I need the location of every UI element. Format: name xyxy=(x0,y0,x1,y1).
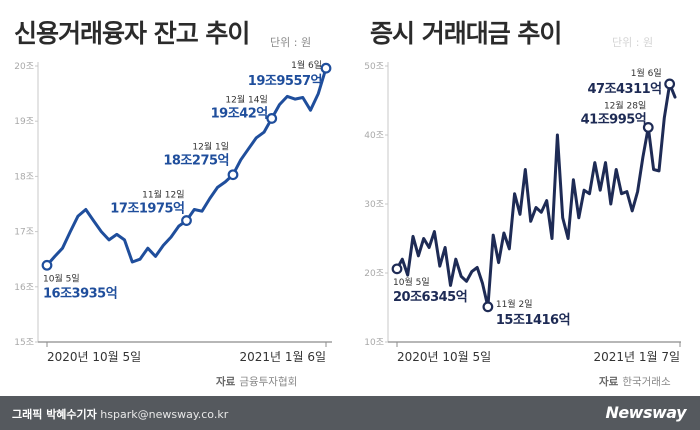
callout-marker xyxy=(181,215,192,226)
x-tick-label: 2020년 10월 5일 xyxy=(397,350,491,364)
newsway-logo: Newsway xyxy=(605,403,686,422)
callout-date: 10월 5일 xyxy=(43,272,80,284)
left-credit-balance-chart: 15조 16조 17조 18조 19조 20조 2020년 10월 5일 2021년 1월 6… xyxy=(14,59,332,364)
y-tick-label: 20조 xyxy=(14,62,34,72)
y-tick-label: 18조 xyxy=(14,172,34,182)
callout-value: 15조1416억 xyxy=(496,313,570,328)
y-tick-label: 50조 xyxy=(364,62,384,72)
right-source-name: 한국거래소 xyxy=(622,376,671,388)
callout-value: 18조275억 xyxy=(163,154,229,169)
callout-marker xyxy=(227,169,239,181)
x-tick-label: 2021년 1월 7일 xyxy=(593,350,680,364)
right-chart-title: 증시 거래대금 추이 xyxy=(370,19,562,48)
left-source-name: 금융투자협회 xyxy=(239,376,298,388)
callout-marker xyxy=(664,78,676,90)
callout-date: 12월 28일 xyxy=(604,99,646,111)
left-chart-title: 신용거래융자 잔고 추이 xyxy=(14,19,250,48)
x-tick-label: 2020년 10월 5일 xyxy=(47,350,141,364)
callout-date: 10월 5일 xyxy=(393,276,430,288)
callout-value: 41조995억 xyxy=(581,112,647,127)
right-source-label: 자료 xyxy=(599,376,619,388)
callout-marker xyxy=(266,113,278,124)
callout-value: 19조42억 xyxy=(211,106,268,121)
footer-bar: 그래픽 박혜수기자 hspark@newsway.co.kr Newsway xyxy=(0,396,700,430)
y-tick-label: 16조 xyxy=(14,283,34,293)
footer-email: hspark@newsway.co.kr xyxy=(100,408,229,421)
callout-date: 11월 2일 xyxy=(496,298,533,310)
y-tick-label: 19조 xyxy=(14,117,34,127)
series-line xyxy=(395,82,677,309)
right-trading-value-chart: 10조 20조 30조 40조 50조 2020년 10월 5일 2021년 1월 7일 10… xyxy=(364,62,681,364)
left-source: 자료 금융투자협회 xyxy=(216,374,297,389)
callout-value: 17조1975억 xyxy=(110,202,184,217)
left-unit-note: 단위 : 원 xyxy=(270,36,312,49)
callout-marker xyxy=(320,62,332,74)
footer-credit-label: 그래픽 박혜수기자 xyxy=(12,408,97,421)
y-tick-label: 30조 xyxy=(364,200,384,210)
y-tick-label: 10조 xyxy=(364,338,384,348)
y-tick-label: 15조 xyxy=(14,338,34,348)
y-tick-label: 20조 xyxy=(364,269,384,279)
callout-marker xyxy=(391,263,403,275)
y-tick-label: 40조 xyxy=(364,131,384,141)
callout-marker xyxy=(642,122,654,133)
callout-marker xyxy=(482,301,494,313)
callout-value: 16조3935억 xyxy=(43,286,117,301)
right-source: 자료 한국거래소 xyxy=(599,374,671,389)
y-tick-label: 17조 xyxy=(14,228,34,238)
callout-date: 12월 1일 xyxy=(192,141,229,153)
callout-marker xyxy=(41,259,53,271)
callout-value: 19조9557억 xyxy=(248,74,322,89)
callout-date: 11월 12일 xyxy=(142,189,184,201)
callout-date: 1월 6일 xyxy=(291,59,322,71)
footer-credit: 그래픽 박혜수기자 hspark@newsway.co.kr xyxy=(12,406,228,422)
left-source-label: 자료 xyxy=(216,376,236,388)
callout-date: 12월 14일 xyxy=(225,93,267,105)
callout-value: 20조6345억 xyxy=(393,290,467,305)
callout-date: 1월 6일 xyxy=(631,67,662,79)
x-tick-label: 2021년 1월 6일 xyxy=(239,350,326,364)
right-unit-note: 단위 : 원 xyxy=(612,36,654,49)
callout-value: 47조4311억 xyxy=(587,82,661,97)
